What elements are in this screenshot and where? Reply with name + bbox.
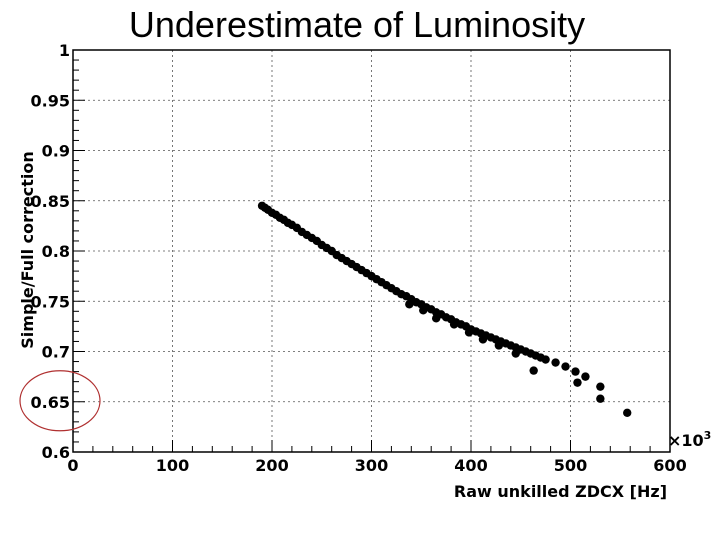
data-point: [405, 300, 414, 309]
data-points: [257, 201, 632, 418]
x-tick-label: 200: [255, 456, 288, 475]
grid-lines: [72, 49, 671, 453]
data-point: [571, 367, 580, 376]
y-tick-label: 0.95: [31, 91, 70, 110]
x-tick-label: 300: [355, 456, 388, 475]
x-tick-label: 500: [554, 456, 587, 475]
y-tick-label: 0.9: [42, 142, 70, 161]
slide-title: Underestimate of Luminosity: [128, 4, 586, 45]
data-point: [596, 382, 605, 391]
data-point: [464, 328, 474, 337]
data-point: [511, 349, 520, 358]
data-point: [581, 372, 590, 381]
data-point: [541, 355, 550, 364]
data-point: [449, 320, 459, 329]
data-point: [561, 362, 570, 371]
x-axis-multiplier: ×103: [668, 429, 711, 450]
y-tick-label: 0.7: [42, 343, 70, 362]
data-point: [573, 378, 582, 387]
y-tick-label: 0.85: [31, 192, 70, 211]
data-point: [551, 358, 560, 367]
x-tick-label: 400: [454, 456, 487, 475]
y-tick-label: 0.75: [31, 292, 70, 311]
x-axis-title: Raw unkilled ZDCX [Hz]: [454, 482, 667, 501]
y-tick-label: 0.6: [42, 443, 70, 462]
x-tick-label: 100: [156, 456, 189, 475]
y-tick-label: 0.8: [42, 242, 70, 261]
x-multiplier-base: ×10: [668, 431, 704, 450]
axis-ticks: [72, 49, 671, 453]
y-axis-title: Simple/Full correction: [18, 151, 37, 348]
data-point: [494, 341, 504, 350]
data-point: [529, 366, 538, 375]
y-tick-labels: 0.6 0.65 0.7 0.75 0.8 0.85 0.9 0.95 1: [31, 41, 70, 462]
y-tick-label: 0.65: [31, 393, 70, 412]
y-tick-label: 1: [59, 41, 70, 60]
data-point: [419, 306, 428, 315]
data-point: [623, 408, 632, 418]
highlight-ellipse: [19, 370, 101, 432]
x-tick-labels: 0 100 200 300 400 500 600: [67, 456, 686, 475]
x-tick-label: 0: [67, 456, 78, 475]
data-point: [478, 335, 488, 344]
x-tick-label: 600: [653, 456, 686, 475]
data-point: [431, 314, 441, 323]
data-point: [596, 394, 605, 403]
x-multiplier-exponent: 3: [704, 429, 712, 442]
